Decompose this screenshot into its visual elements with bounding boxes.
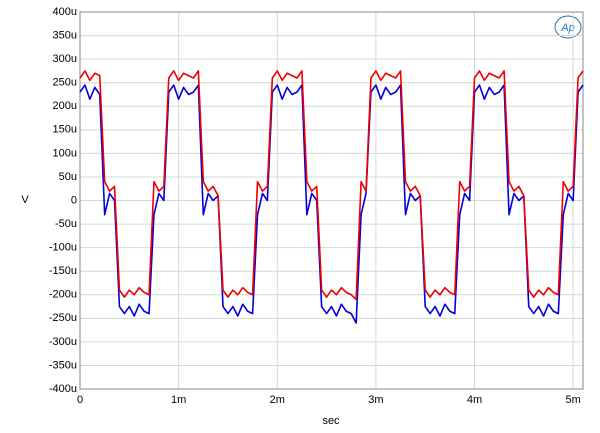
y-tick-label: -150u (49, 265, 77, 277)
logo: Ap (560, 22, 574, 34)
y-tick-label: 200u (53, 100, 77, 112)
x-tick-label: 3m (368, 394, 383, 406)
plot-frame (79, 11, 584, 390)
line-series (79, 84, 584, 324)
y-tick-label: 100u (53, 147, 77, 159)
y-tick-label: -200u (49, 289, 77, 301)
x-tick-label: 4m (467, 394, 482, 406)
y-tick-label: 250u (53, 77, 77, 89)
y-tick-label: -50u (55, 218, 77, 230)
y-axis-label: V (21, 194, 29, 206)
x-tick-label: 5m (565, 394, 580, 406)
x-axis-label: sec (322, 415, 340, 427)
logo-ring (554, 15, 582, 39)
x-tick-label: 0 (77, 394, 83, 406)
y-tick-label: -350u (49, 359, 77, 371)
y-tick-label: 150u (53, 124, 77, 136)
y-tick-label: -100u (49, 242, 77, 254)
line-series (79, 70, 584, 301)
y-tick-label: -300u (49, 336, 77, 348)
y-tick-label: 0 (71, 194, 77, 206)
y-tick-label: -250u (49, 312, 77, 324)
y-tick-label: -400u (49, 383, 77, 395)
x-tick-label: 1m (171, 394, 186, 406)
x-tick-label: 2m (270, 394, 285, 406)
y-tick-label: 300u (53, 53, 77, 65)
y-tick-label: 350u (53, 29, 77, 41)
y-tick-label: 400u (53, 6, 77, 18)
y-tick-label: 50u (59, 171, 77, 183)
